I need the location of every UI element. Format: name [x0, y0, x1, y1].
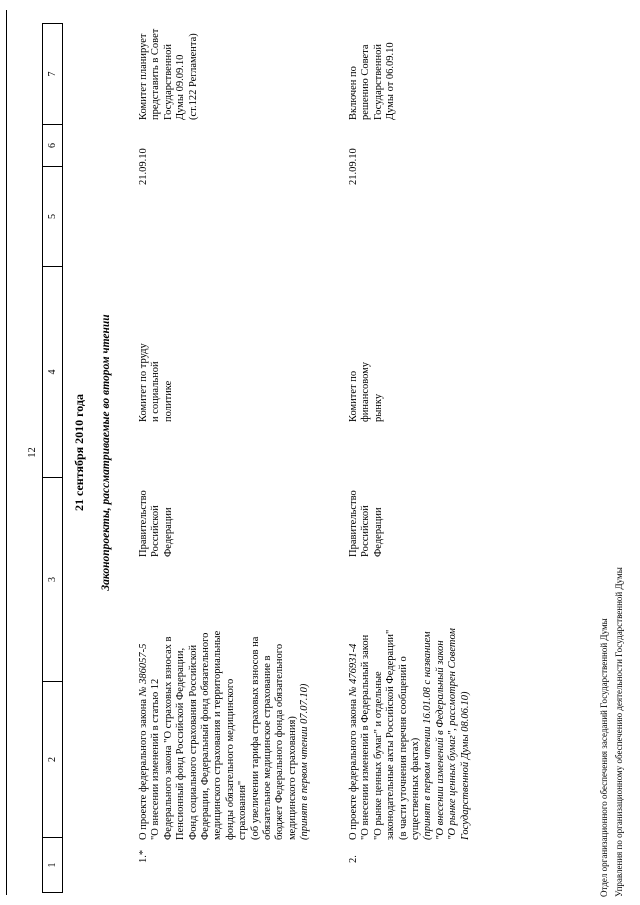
text-line: законодательные акты Российской Федераци…	[385, 629, 397, 840]
text-line: (в части уточнения перечня сообщений о	[397, 656, 409, 840]
item-number: 2.	[348, 855, 359, 863]
text-line: политике	[162, 380, 174, 422]
text-line: Отдел организационного обеспечения засед…	[599, 618, 609, 897]
page-number: 12	[27, 447, 38, 458]
text-line: существенных фактах)	[410, 737, 422, 840]
text-line: Правительство	[138, 490, 149, 557]
text-line: решению Совета	[360, 44, 372, 120]
text-line: Фонд социального страхования Российской	[187, 644, 199, 840]
item-number: 1.*	[138, 849, 149, 863]
page-edge-line	[6, 10, 7, 895]
text-line: представить в Совет	[150, 28, 162, 120]
column-number-7: 7	[42, 23, 63, 125]
bill-title: О проекте федерального закона № 476931-4…	[348, 540, 472, 840]
consideration-date: 21.09.10	[138, 148, 149, 185]
date-heading: 21 сентября 2010 года	[72, 394, 86, 511]
text-line: Комитет по труду	[138, 343, 149, 422]
column-number-1: 1	[42, 837, 63, 893]
text-line: (ст.122 Регламента)	[187, 33, 199, 120]
text-line: (об увеличении тарифа страховых взносов …	[249, 636, 261, 840]
column-number-6: 6	[42, 124, 63, 167]
bill-initiator: Правительство Российской Федерации	[348, 447, 385, 557]
text-line: "О рынке ценных бумаг" и отдельные	[372, 671, 384, 840]
text-line: Комитет планирует	[138, 33, 149, 121]
text-line: Государственной	[372, 44, 384, 120]
column-number-4: 4	[42, 266, 63, 478]
status-note: Включен по решению Совета Государственной Д…	[348, 4, 398, 120]
bill-initiator: Правительство Российской Федерации	[138, 447, 175, 557]
table-column-header-row: 1 2 3 4 5 6 7	[42, 23, 63, 893]
column-number-2: 2	[42, 681, 63, 838]
text-line: О проекте федерального закона № 386057-5	[138, 643, 149, 840]
text-line: и социальной	[150, 361, 162, 422]
column-number-3: 3	[42, 477, 63, 682]
text-line: О проекте федерального закона № 476931-4	[348, 643, 359, 840]
responsible-committee: Комитет по труду и социальной политике	[138, 292, 175, 422]
text-line: Правительство	[348, 490, 359, 557]
text-line: Государственной Думы 08.06.10)	[459, 691, 471, 840]
text-line: Российской	[150, 505, 162, 557]
bill-title: О проекте федерального закона № 386057-5…	[138, 540, 312, 840]
text-line: медицинского страхования и территориальн…	[212, 630, 224, 840]
text-line: Федерального закона "О страховых взносах…	[162, 636, 174, 840]
text-line: фонды обязательного медицинского	[224, 678, 236, 840]
text-line: (принят в первом чтении 07.07.10)	[299, 683, 311, 840]
text-line: Думы 09.09.10	[175, 54, 187, 120]
text-line: Думы от 06.09.10	[385, 42, 397, 120]
text-line: Управления по организационному обеспечен…	[614, 567, 625, 897]
text-line: медицинского страхования)	[286, 716, 298, 840]
column-number-5: 5	[42, 166, 63, 267]
text-line: обязательное медицинское страхование в	[262, 655, 274, 840]
text-line: "О внесении изменений в статью 12	[150, 678, 162, 840]
text-line: Пенсионный фонд Российской Федерации,	[175, 647, 187, 840]
text-line: Федерации, Федеральный фонд обязательног…	[200, 632, 212, 840]
consideration-date: 21.09.10	[348, 148, 359, 185]
text-line: "О внесении изменений в Федеральный зако…	[360, 634, 372, 840]
text-line: Включен по	[348, 66, 359, 120]
text-line: Комитет по	[348, 370, 359, 422]
text-line: бюджет Федерального фонда обязательного	[274, 643, 286, 840]
responsible-committee: Комитет по финансовому рынку	[348, 292, 385, 422]
section-heading: Законопроекты, рассматриваемые во втором…	[100, 314, 112, 591]
text-line: Российской	[360, 505, 372, 557]
bill-number: № 386057-5	[138, 643, 149, 697]
footer-department-note: Отдел организационного обеспечения засед…	[597, 567, 627, 897]
text-line: Федерации	[372, 507, 384, 557]
text-line: Федерации	[162, 507, 174, 557]
bill-number: № 476931-4	[348, 643, 359, 697]
text-line: "О рынке ценных бумаг", рассмотрен Совет…	[447, 628, 459, 840]
text-line: Государственной	[162, 44, 174, 120]
text-line: "О внесении изменений в Федеральный зако…	[434, 640, 446, 840]
status-note: Комитет планирует представить в Совет Госу…	[138, 4, 200, 120]
text-line: (принят в первом чтении 16.01.08 с назва…	[422, 631, 434, 840]
text-line: страхования"	[237, 780, 249, 840]
text-line: рынку	[372, 393, 384, 422]
text-line: финансовому	[360, 361, 372, 422]
